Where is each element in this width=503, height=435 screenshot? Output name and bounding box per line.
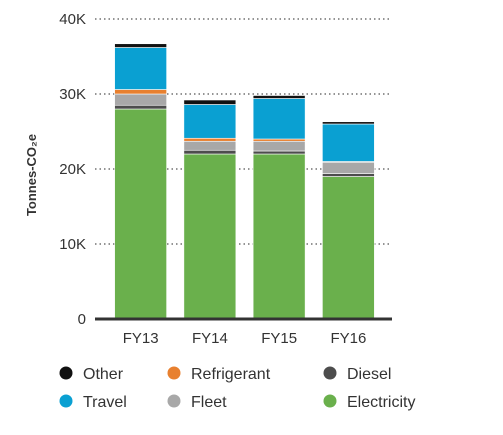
x-axis: FY13 FY14 FY15 FY16 (123, 330, 367, 347)
x-tick-label: FY14 (192, 330, 228, 347)
y-tick-label: 10K (59, 236, 86, 253)
bar-segment-travel-fy15 (252, 98, 306, 140)
bar-segment-other-fy13 (114, 43, 167, 48)
y-tick-label: 20K (59, 161, 86, 178)
legend-item-fleet: Fleet (167, 394, 227, 411)
bar-segment-fleet-fy16 (322, 161, 375, 174)
bar-segment-refrigerant-fy15 (252, 138, 306, 142)
y-axis: 0 10K 20K 30K 40K (59, 11, 86, 328)
legend-label: Diesel (347, 366, 391, 383)
bar-segment-fleet-fy13 (114, 93, 167, 106)
bar-segment-fleet-fy14 (183, 140, 237, 151)
bar-segment-refrigerant-fy14 (183, 137, 237, 142)
bar-segment-other-fy14 (183, 99, 237, 105)
bar-segment-travel-fy13 (114, 47, 167, 90)
legend-swatch (59, 366, 73, 380)
bar-segment-fleet-fy15 (252, 140, 306, 152)
legend-label: Fleet (191, 394, 227, 411)
y-tick-label: 40K (59, 11, 86, 28)
bar-segment-diesel-fy14 (183, 149, 237, 155)
legend-swatch (167, 394, 181, 408)
y-tick-label: 30K (59, 86, 86, 103)
legend-item-travel: Travel (59, 394, 127, 411)
bar-segment-diesel-fy15 (252, 150, 306, 155)
legend-label: Other (83, 366, 124, 383)
legend-swatch (59, 394, 73, 408)
legend-label: Refrigerant (191, 366, 271, 383)
bar-segment-travel-fy14 (183, 104, 237, 139)
legend-item-other: Other (59, 366, 124, 383)
bar-segment-electricity-fy15 (252, 153, 306, 320)
legend-label: Travel (83, 394, 127, 411)
legend-item-electricity: Electricity (323, 394, 415, 411)
x-tick-label: FY16 (330, 330, 366, 347)
legend-swatch (323, 366, 337, 380)
bar-segment-diesel-fy13 (114, 104, 167, 110)
bar-segment-travel-fy16 (322, 123, 375, 162)
bar-segment-electricity-fy16 (322, 176, 375, 320)
bar-segment-other-fy16 (322, 121, 375, 125)
bar-segment-electricity-fy13 (114, 108, 167, 320)
y-axis-label: Tonnes-CO₂e (24, 134, 39, 216)
legend: Other Refrigerant Diesel Travel Fleet Electri… (59, 366, 415, 411)
legend-swatch (323, 394, 337, 408)
legend-swatch (167, 366, 181, 380)
x-tick-label: FY13 (123, 330, 159, 347)
bar-segment-refrigerant-fy13 (114, 89, 167, 95)
y-tick-label: 0 (78, 311, 86, 328)
bar-segment-diesel-fy16 (322, 173, 375, 177)
bar-segment-other-fy15 (252, 95, 306, 99)
x-tick-label: FY15 (261, 330, 297, 347)
bar-segment-electricity-fy14 (183, 153, 237, 320)
legend-label: Electricity (347, 394, 415, 411)
bars (114, 43, 375, 320)
legend-item-diesel: Diesel (323, 366, 391, 383)
legend-item-refrigerant: Refrigerant (167, 366, 271, 383)
